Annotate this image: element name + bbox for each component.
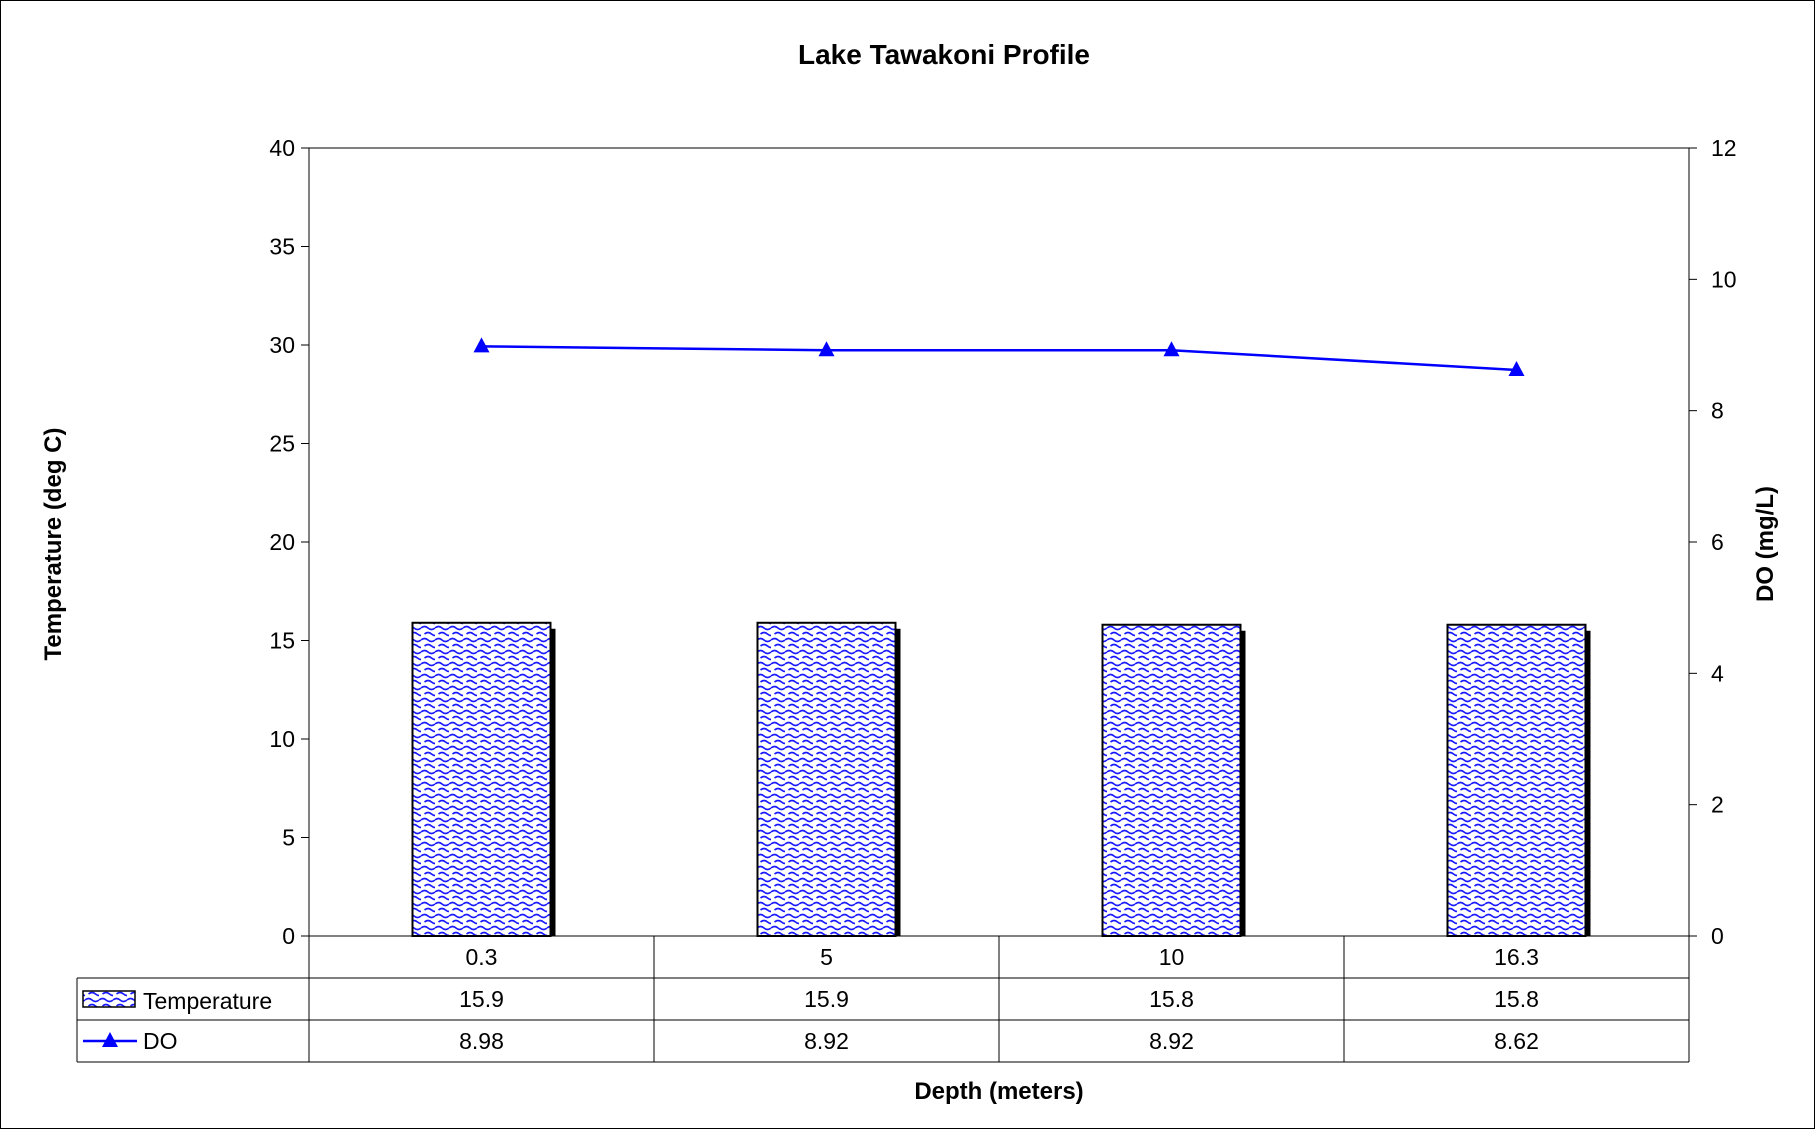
bar-temperature — [1101, 623, 1242, 937]
plot-area: 0 5 10 15 20 25 30 35 40 0 2 4 6 8 10 12 0.3 5 10 16.3 Tempe… — [76, 135, 1737, 1063]
y2-tick-label: 2 — [1711, 792, 1724, 818]
y-tick-label: 35 — [269, 234, 295, 260]
y-tick-label: 15 — [269, 628, 295, 654]
series-line-do — [481, 345, 1517, 372]
table-cell-do: 8.62 — [1494, 1028, 1539, 1054]
legend-key-do-marker — [102, 1032, 118, 1047]
y-tick-label: 20 — [269, 529, 295, 555]
y-tick-label: 25 — [269, 431, 295, 457]
table-cell-temperature: 15.9 — [804, 986, 849, 1012]
y-tick-label: 10 — [269, 726, 295, 752]
x-category-label: 0.3 — [466, 944, 498, 970]
point-do — [1508, 360, 1525, 376]
y2-tick-label: 0 — [1711, 923, 1724, 949]
table-cell-do: 8.92 — [804, 1028, 849, 1054]
y-tick-label: 40 — [269, 135, 295, 161]
legend-key-temperature — [82, 990, 136, 1008]
table-cell-do: 8.98 — [459, 1028, 504, 1054]
x-category-label: 10 — [1159, 944, 1185, 970]
y2-tick-label: 12 — [1711, 135, 1737, 161]
point-do — [1163, 341, 1180, 357]
x-category-label: 5 — [820, 944, 833, 970]
y2-axis-title: DO (mg/L) — [1752, 486, 1779, 602]
y2-tick-label: 4 — [1711, 660, 1724, 686]
y-tick-label: 30 — [269, 332, 295, 358]
table-cell-temperature: 15.8 — [1149, 986, 1194, 1012]
y2-tick-label: 6 — [1711, 529, 1724, 555]
y-axis-title: Temperature (deg C) — [40, 428, 67, 661]
point-do — [818, 341, 835, 357]
bar-temperature — [1446, 623, 1587, 937]
table-cell-do: 8.92 — [1149, 1028, 1194, 1054]
y-tick-label: 0 — [282, 923, 295, 949]
legend-label-temperature: Temperature — [143, 988, 272, 1014]
x-axis-title: Depth (meters) — [914, 1078, 1083, 1105]
point-do — [473, 337, 490, 353]
chart-title: Lake Tawakoni Profile — [798, 39, 1090, 70]
table-cell-temperature: 15.9 — [459, 986, 504, 1012]
y-tick-label: 5 — [282, 825, 295, 851]
bar-temperature — [411, 621, 552, 938]
table-cell-temperature: 15.8 — [1494, 986, 1539, 1012]
y2-tick-label: 10 — [1711, 266, 1737, 292]
legend-label-do: DO — [143, 1028, 178, 1054]
x-category-label: 16.3 — [1494, 944, 1539, 970]
y2-tick-label: 8 — [1711, 398, 1724, 424]
bar-temperature — [756, 621, 897, 938]
